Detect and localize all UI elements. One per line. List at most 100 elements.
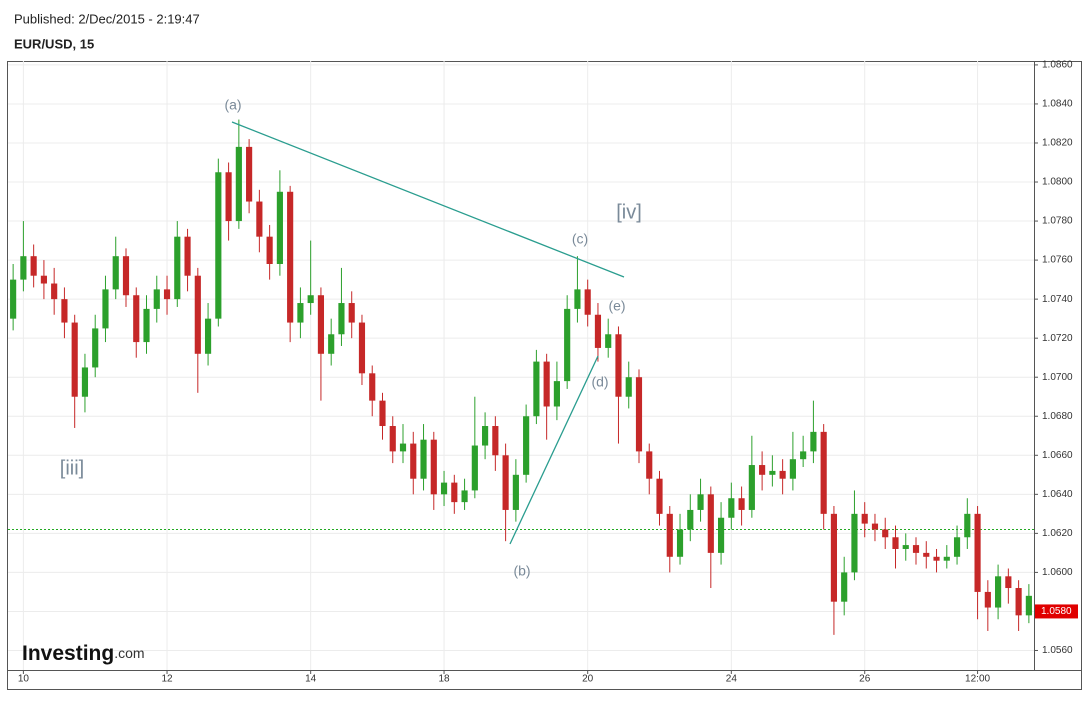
wave-label: [iii]	[60, 457, 84, 479]
wave-label: (c)	[572, 231, 588, 247]
candle-body	[974, 513, 981, 592]
x-tick-label: 12:00	[965, 674, 990, 685]
candle-body	[789, 459, 796, 479]
candle-body	[266, 236, 273, 264]
y-tick-label: 1.0560	[1042, 645, 1073, 656]
y-tick-label: 1.0860	[1042, 60, 1073, 71]
candle-body	[30, 256, 37, 276]
candle-body	[594, 314, 602, 348]
candle-body	[861, 513, 868, 524]
candle-body	[738, 498, 745, 510]
candle-body	[984, 591, 991, 608]
candle-body	[995, 576, 1002, 608]
candle-body	[451, 482, 458, 503]
y-tick-label: 1.0760	[1042, 255, 1073, 266]
candle-body	[71, 322, 78, 397]
candle-body	[348, 303, 355, 323]
candle-body	[769, 470, 776, 475]
candle-body	[10, 279, 17, 319]
candle-body	[851, 513, 858, 573]
y-tick-label: 1.0720	[1042, 333, 1073, 344]
candle-body	[430, 439, 437, 495]
last-price-box	[1035, 604, 1078, 619]
candle-body	[1025, 595, 1032, 616]
trend-line	[509, 355, 599, 545]
candle-body	[440, 482, 448, 495]
candle-body	[379, 400, 386, 427]
candle-body	[953, 537, 961, 557]
candle-body	[225, 172, 232, 222]
candle-body	[246, 146, 253, 202]
candle-body	[687, 509, 694, 530]
candle-body	[399, 443, 407, 452]
candle-body	[912, 545, 920, 553]
candle-body	[358, 322, 366, 374]
logo-brand: Investing	[22, 642, 114, 665]
logo-suffix: .com	[114, 645, 144, 661]
candle-body	[882, 529, 889, 538]
candle-body	[492, 426, 499, 456]
candle-body	[646, 451, 653, 479]
y-tick-label: 1.0780	[1042, 216, 1073, 227]
candle-body	[174, 236, 181, 300]
candle-body	[20, 256, 27, 280]
candle-body	[574, 289, 581, 309]
candle-body	[1015, 588, 1022, 616]
candle-body	[943, 556, 950, 561]
candle-body	[369, 373, 376, 401]
x-tick-label: 14	[305, 674, 317, 685]
candle-body	[194, 275, 201, 354]
candle-body	[389, 426, 396, 452]
candles	[10, 119, 1032, 635]
wave-label: (e)	[608, 298, 625, 314]
logo: Investing.com	[22, 642, 145, 665]
trend-line	[231, 121, 625, 278]
candle-body	[317, 295, 325, 354]
candle-body	[707, 494, 714, 553]
x-tick-label: 10	[18, 674, 30, 685]
candle-body	[482, 426, 489, 446]
y-tick-label: 1.0740	[1042, 294, 1073, 305]
candle-body	[728, 498, 735, 518]
candle-body	[523, 416, 530, 475]
candle-body	[748, 465, 755, 510]
candle-body	[143, 308, 150, 343]
y-tick-label: 1.0620	[1042, 528, 1073, 539]
candle-body	[235, 146, 242, 222]
candle-body	[102, 289, 109, 329]
candle-body	[51, 283, 58, 300]
candle-body	[256, 201, 263, 237]
candle-body	[810, 431, 817, 452]
candle-body	[892, 537, 899, 549]
candle-body	[153, 289, 160, 309]
candle-body	[215, 172, 222, 319]
wave-label: (d)	[591, 374, 608, 390]
wave-label: [iv]	[616, 201, 642, 223]
candle-body	[502, 455, 509, 510]
x-tick-label: 24	[726, 674, 738, 685]
candle-body	[923, 552, 930, 557]
candle-body	[871, 523, 879, 530]
candle-body	[615, 334, 622, 397]
frame	[7, 61, 1082, 690]
x-tick-label: 18	[438, 674, 450, 685]
candle-body	[656, 478, 663, 514]
wave-label: (b)	[513, 563, 530, 579]
candle-body	[779, 470, 786, 479]
candle-body	[841, 572, 848, 602]
candle-body	[902, 545, 909, 549]
candle-body	[605, 334, 612, 348]
candle-body	[81, 367, 89, 397]
candle-body	[635, 377, 643, 452]
y-tick-label: 1.0700	[1042, 372, 1073, 383]
candle-body	[933, 556, 940, 561]
candle-body	[625, 377, 632, 397]
x-tick-label: 20	[582, 674, 594, 685]
y-tick-label: 1.0680	[1042, 411, 1073, 422]
y-tick-label: 1.0840	[1042, 99, 1073, 110]
wave-label: (a)	[224, 97, 241, 113]
candle-body	[512, 474, 519, 510]
